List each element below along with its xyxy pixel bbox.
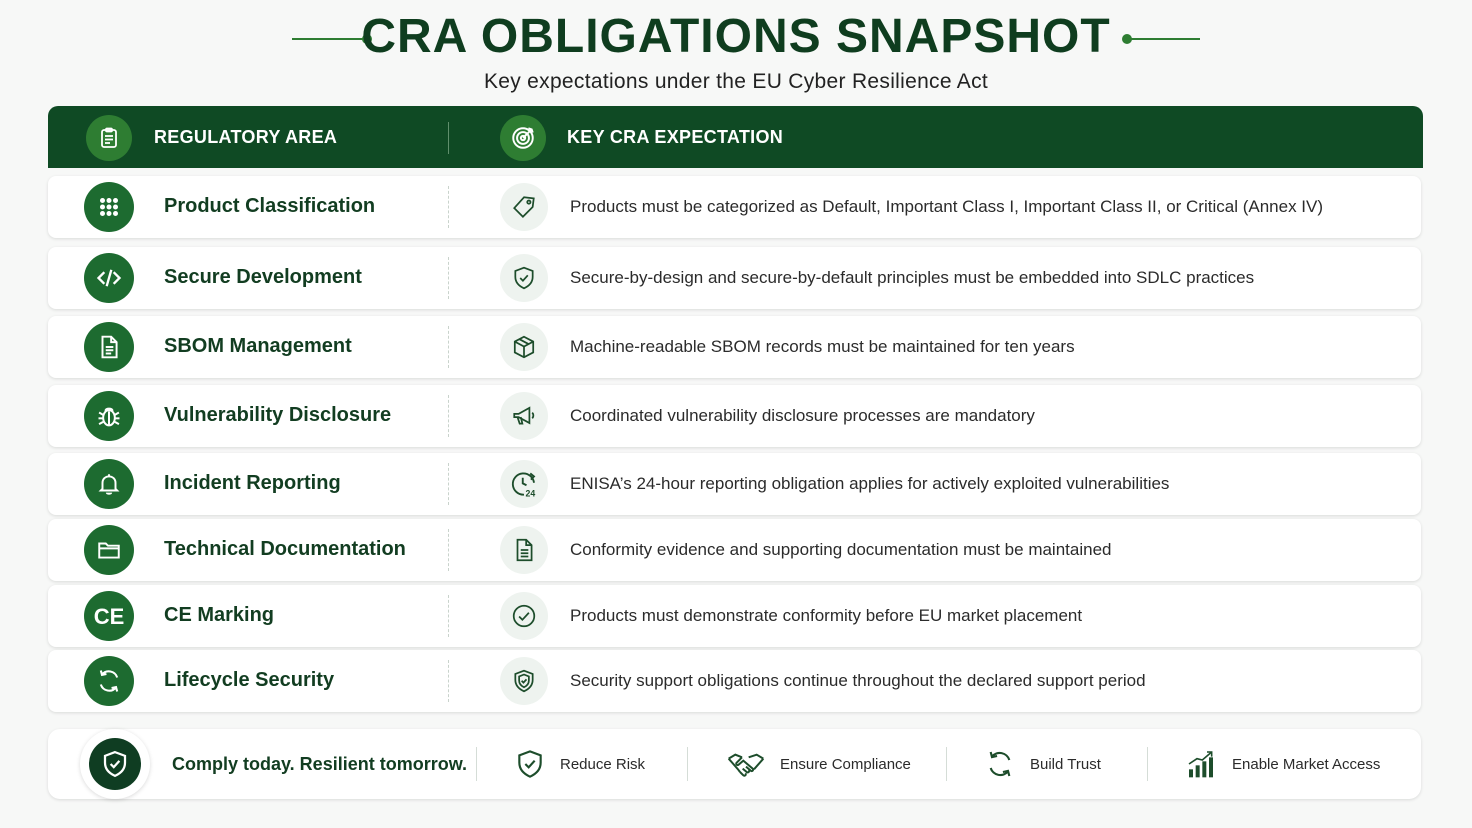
footer-divider [687, 747, 688, 781]
code-icon [84, 253, 134, 303]
bug-icon [84, 391, 134, 441]
ce-mark-icon: CE [84, 591, 134, 641]
regulatory-area-label: Lifecycle Security [164, 669, 335, 691]
footer-item-label: Reduce Risk [560, 755, 646, 773]
header-divider [448, 122, 449, 154]
regulatory-area-label: Incident Reporting [164, 472, 341, 494]
row-divider [448, 395, 449, 437]
footer-item-build-trust: Build Trust [984, 747, 1101, 781]
footer-banner: Comply today. Resilient tomorrow. Reduce… [48, 729, 1421, 799]
handshake-icon [726, 748, 766, 780]
page-subtitle: Key expectations under the EU Cyber Resi… [483, 70, 989, 93]
footer-divider [946, 747, 947, 781]
clock-24-icon: 24 [500, 460, 548, 508]
regulatory-area-label: Product Classification [164, 195, 376, 217]
clock-24-label: 24 [526, 489, 536, 499]
title-decoration-left [292, 38, 364, 40]
expectation-text: Machine-readable SBOM records must be ma… [570, 337, 1075, 356]
title-decoration-right [1128, 38, 1200, 40]
folder-icon [84, 525, 134, 575]
footer-item-ensure-compliance: Ensure Compliance [726, 747, 911, 781]
title-decoration-dot-left [362, 34, 372, 44]
table-row: Product Classification Products must be … [48, 176, 1421, 238]
document-icon [84, 322, 134, 372]
grid-icon [84, 182, 134, 232]
check-circle-icon [500, 592, 548, 640]
cycle-icon [84, 656, 134, 706]
row-divider [448, 257, 449, 299]
row-divider [448, 660, 449, 702]
package-icon [500, 323, 548, 371]
table-row: CE CE Marking Products must demonstrate … [48, 585, 1421, 647]
table-row: Secure Development Secure-by-design and … [48, 247, 1421, 309]
tag-icon [500, 183, 548, 231]
expectation-text: Conformity evidence and supporting docum… [570, 540, 1112, 559]
table-row: Technical Documentation Conformity evide… [48, 519, 1421, 581]
file-text-icon [500, 526, 548, 574]
regulatory-area-label: Vulnerability Disclosure [164, 404, 392, 426]
expectation-text: Security support obligations continue th… [570, 671, 1146, 690]
regulatory-area-label: Secure Development [164, 266, 362, 288]
regulatory-area-label: SBOM Management [164, 335, 352, 357]
footer-item-reduce-risk: Reduce Risk [514, 747, 645, 781]
title-block: CRA OBLIGATIONS SNAPSHOT Key expectation… [0, 8, 1472, 94]
ce-mark-label: CE [94, 604, 125, 629]
cycle-icon [984, 748, 1016, 780]
row-divider [448, 529, 449, 571]
shield-check-icon [514, 748, 546, 780]
regulatory-area-label: CE Marking [164, 604, 275, 626]
megaphone-icon [500, 392, 548, 440]
expectation-text: Products must be categorized as Default,… [570, 197, 1324, 216]
row-divider [448, 186, 449, 228]
row-divider [448, 595, 449, 637]
shield-lock-icon [500, 657, 548, 705]
table-row: Vulnerability Disclosure Coordinated vul… [48, 385, 1421, 447]
footer-badge [80, 729, 150, 799]
footer-divider [1147, 747, 1148, 781]
footer-item-label: Enable Market Access [1232, 755, 1381, 773]
expectation-text: ENISA’s 24-hour reporting obligation app… [570, 474, 1170, 493]
table-row: SBOM Management Machine-readable SBOM re… [48, 316, 1421, 378]
regulatory-area-label: Technical Documentation [164, 538, 406, 560]
expectation-text: Secure-by-design and secure-by-default p… [570, 268, 1255, 287]
bell-icon [84, 459, 134, 509]
row-divider [448, 326, 449, 368]
page-title: CRA OBLIGATIONS SNAPSHOT [361, 10, 1111, 63]
table-header: REGULATORY AREA KEY CRA EXPECTATION [48, 106, 1423, 168]
shield-check-icon [89, 738, 141, 790]
table-row: Incident Reporting 24 ENISA’s 24-hour re… [48, 453, 1421, 515]
expectation-text: Products must demonstrate conformity bef… [570, 606, 1083, 625]
column-header-expectation: KEY CRA EXPECTATION [567, 127, 784, 147]
row-divider [448, 463, 449, 505]
footer-item-label: Ensure Compliance [780, 755, 911, 773]
growth-chart-icon [1184, 748, 1218, 780]
title-decoration-dot-right [1122, 34, 1132, 44]
footer-item-enable-market-access: Enable Market Access [1184, 747, 1380, 781]
target-icon [500, 115, 546, 161]
expectation-text: Coordinated vulnerability disclosure pro… [570, 406, 1035, 425]
shield-check-icon [500, 254, 548, 302]
footer-item-label: Build Trust [1030, 755, 1101, 773]
footer-tagline: Comply today. Resilient tomorrow. [172, 754, 468, 774]
table-row: Lifecycle Security Security support obli… [48, 650, 1421, 712]
clipboard-icon [86, 115, 132, 161]
footer-divider [476, 747, 477, 781]
column-header-area: REGULATORY AREA [154, 127, 338, 147]
